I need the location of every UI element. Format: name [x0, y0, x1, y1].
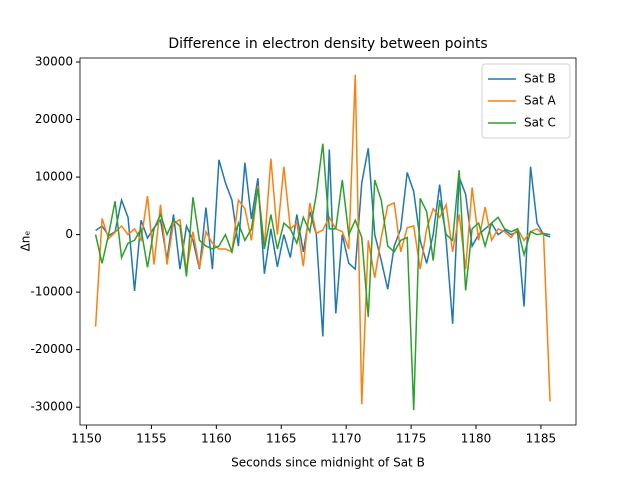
- x-tick-label: 1150: [71, 432, 102, 446]
- y-tick-label: 10000: [35, 170, 73, 184]
- legend-label: Sat B: [524, 72, 556, 86]
- x-tick-label: 1160: [201, 432, 232, 446]
- legend-box: [481, 63, 571, 139]
- data-line: [94, 74, 551, 405]
- y-tick-label: -30000: [30, 400, 73, 414]
- x-tick-label: 1185: [526, 432, 557, 446]
- chart-title: Difference in electron density between p…: [168, 36, 487, 52]
- plot-frame: [79, 57, 577, 426]
- legend-label: Sat C: [524, 116, 556, 130]
- y-tick-label: 20000: [35, 112, 73, 126]
- x-tick-label: 1180: [461, 432, 492, 446]
- x-axis-label: Seconds since midnight of Sat B: [231, 456, 425, 470]
- x-tick-label: 1175: [396, 432, 427, 446]
- y-tick-label: -10000: [30, 285, 73, 299]
- y-tick-label: -20000: [30, 342, 73, 356]
- x-tick-label: 1165: [266, 432, 297, 446]
- x-tick-label: 1170: [331, 432, 362, 446]
- y-tick-label: 0: [65, 227, 73, 241]
- y-axis-label: Δnₑ: [19, 231, 33, 252]
- x-tick-label: 1155: [136, 432, 167, 446]
- y-tick-label: 30000: [35, 55, 73, 69]
- data-line: [95, 148, 551, 337]
- legend-label: Sat A: [524, 94, 556, 108]
- data-line: [94, 143, 551, 411]
